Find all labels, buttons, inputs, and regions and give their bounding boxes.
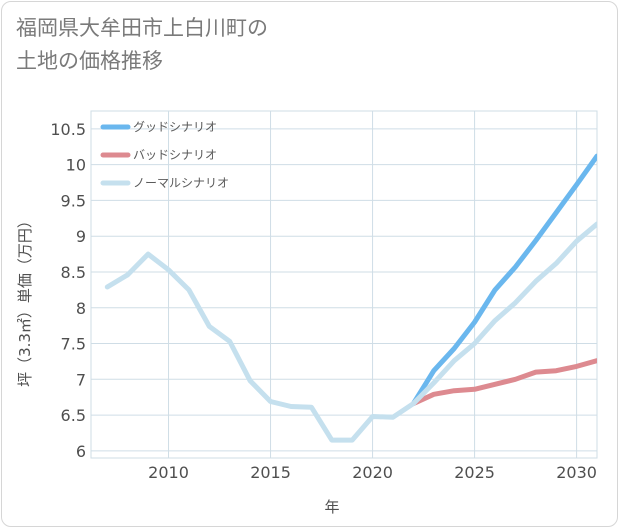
y-tick-label: 8 — [76, 299, 86, 318]
x-tick-label: 2025 — [454, 463, 495, 482]
y-tick-label: 10 — [66, 156, 86, 175]
x-tick-label: 2020 — [352, 463, 393, 482]
series-line-bad — [410, 358, 597, 407]
y-axis-title: 坪（3.3㎡）単価（万円） — [16, 213, 34, 387]
y-tick-label: 10.5 — [50, 120, 86, 139]
x-tick-label: 2030 — [556, 463, 597, 482]
x-tick-label: 2010 — [148, 463, 189, 482]
y-tick-label: 9.5 — [61, 191, 86, 210]
y-tick-label: 7.5 — [61, 335, 86, 354]
x-tick-label: 2015 — [250, 463, 291, 482]
y-tick-label: 7 — [76, 370, 86, 389]
chart-title: 福岡県大牟田市上白川町の 土地の価格推移 — [16, 16, 268, 73]
grid-lines — [91, 111, 597, 458]
y-tick-label: 8.5 — [61, 263, 86, 282]
series-layer — [104, 153, 597, 443]
legend-label-bad: バッドシナリオ — [133, 148, 217, 162]
x-tick-labels: 2010 2015 2020 2025 2030 — [148, 463, 597, 482]
series-line-normal — [104, 221, 597, 443]
y-tick-labels: 6 6.5 7 7.5 8 8.5 9 9.5 10 10.5 — [50, 120, 86, 461]
y-tick-label: 6.5 — [61, 406, 86, 425]
legend-label-normal: ノーマルシナリオ — [133, 176, 229, 190]
series-line-good — [410, 153, 597, 407]
plot-area — [90, 110, 598, 459]
y-tick-label: 9 — [76, 227, 86, 246]
legend-label-good: グッドシナリオ — [133, 120, 217, 134]
y-tick-label: 6 — [76, 442, 86, 461]
x-axis-title: 年 — [324, 498, 339, 516]
